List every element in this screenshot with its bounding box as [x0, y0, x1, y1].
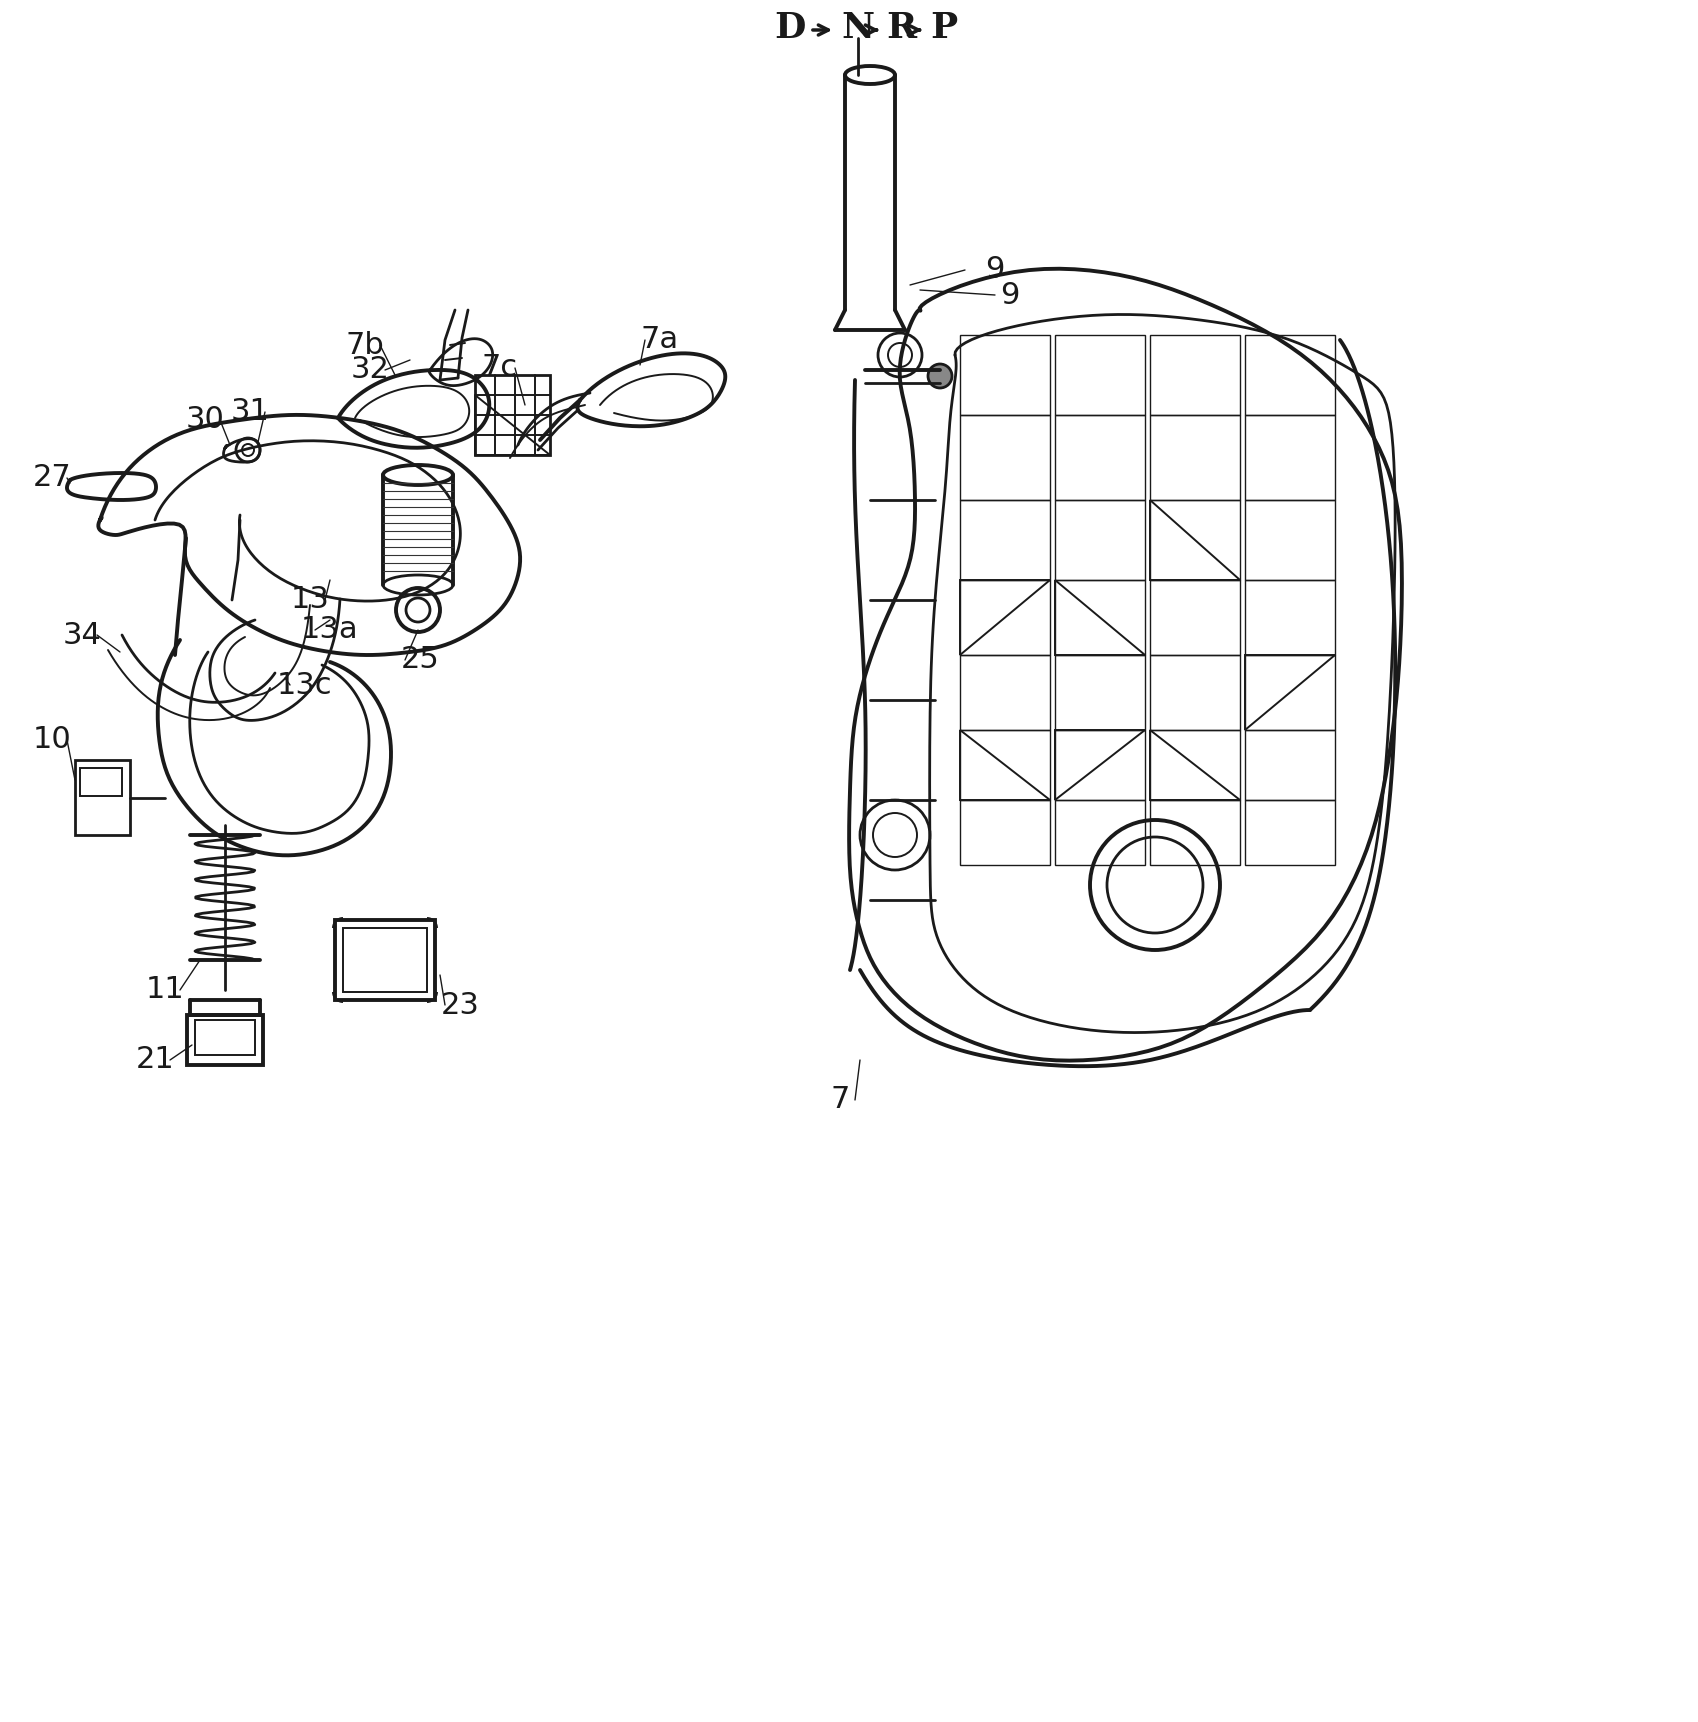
- Text: R: R: [886, 10, 915, 45]
- Text: 32: 32: [350, 355, 389, 384]
- Text: 21: 21: [136, 1045, 175, 1075]
- Text: 7c: 7c: [482, 353, 518, 382]
- Text: 9: 9: [1000, 281, 1020, 310]
- Text: D: D: [774, 10, 805, 45]
- Bar: [475, 375, 550, 455]
- Text: 7: 7: [830, 1085, 849, 1114]
- Text: 7a: 7a: [640, 325, 679, 355]
- Bar: [187, 1014, 263, 1064]
- Text: 13c: 13c: [277, 670, 333, 699]
- Bar: [343, 928, 426, 992]
- Text: 11: 11: [146, 975, 185, 1004]
- Bar: [80, 768, 122, 796]
- Text: 25: 25: [401, 646, 440, 675]
- Text: 7b: 7b: [346, 331, 384, 360]
- Text: 30: 30: [185, 405, 224, 434]
- Text: P: P: [931, 10, 958, 45]
- Circle shape: [929, 363, 953, 387]
- Text: 23: 23: [440, 990, 479, 1019]
- Bar: [75, 759, 131, 835]
- Text: 31: 31: [231, 398, 270, 427]
- Text: 34: 34: [63, 620, 102, 649]
- Text: 9: 9: [985, 255, 1005, 284]
- Text: 13a: 13a: [301, 615, 358, 644]
- Bar: [195, 1019, 255, 1056]
- Text: 13: 13: [290, 585, 329, 615]
- Text: 10: 10: [32, 725, 71, 754]
- Text: 27: 27: [32, 463, 71, 492]
- Bar: [335, 920, 435, 1000]
- Text: N: N: [842, 10, 874, 45]
